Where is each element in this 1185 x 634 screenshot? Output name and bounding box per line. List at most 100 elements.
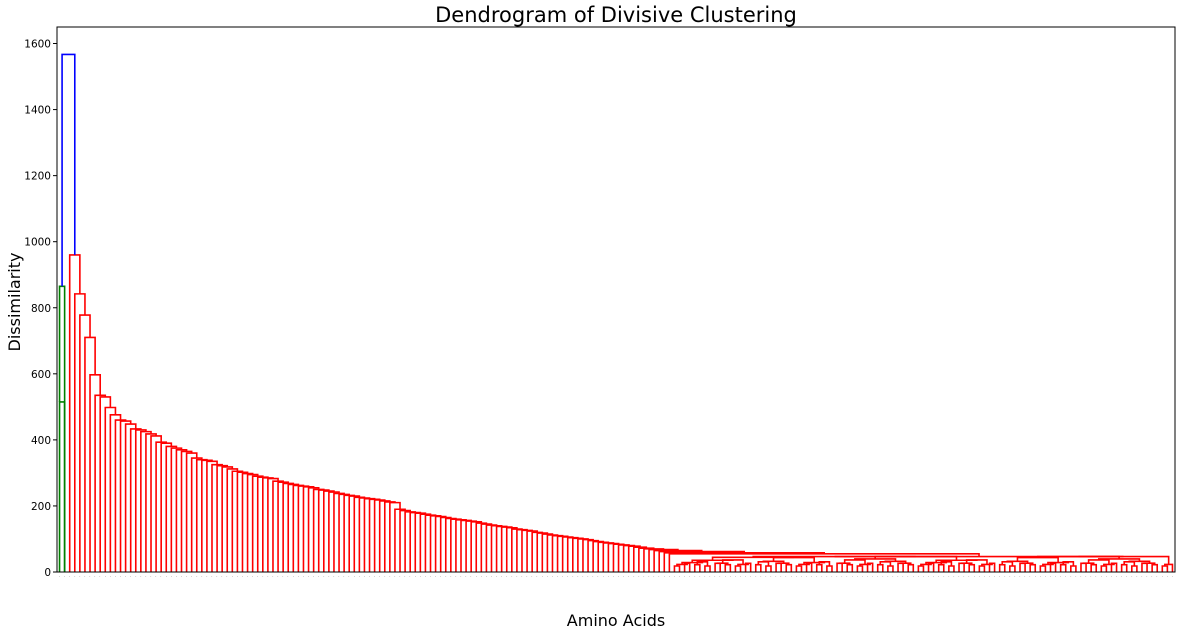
dendrogram-link-149 xyxy=(419,513,432,572)
leaf-label: · xyxy=(448,576,453,577)
dendrogram-link-9 xyxy=(744,562,752,572)
dendrogram-link-141 xyxy=(460,519,472,572)
dendrogram-link-5 xyxy=(704,565,711,572)
leaf-label: · xyxy=(1043,576,1048,577)
leaf-label: · xyxy=(794,576,799,577)
dendrogram-link-184 xyxy=(241,472,254,572)
leaf-label: · xyxy=(860,576,865,577)
leaf-label: · xyxy=(179,576,184,577)
y-tick-label-1400: 1400 xyxy=(24,105,51,117)
leaf-label: · xyxy=(479,576,484,577)
leaf-label: · xyxy=(281,576,286,577)
leaf-label: · xyxy=(570,576,575,577)
leaf-label: · xyxy=(215,576,220,577)
leaf-label: · xyxy=(591,576,596,577)
leaf-label: · xyxy=(774,576,779,577)
dendrogram-link-24 xyxy=(897,562,904,572)
leaf-label: · xyxy=(677,576,682,577)
leaf-label: · xyxy=(702,576,707,577)
dendrogram-link-199 xyxy=(165,445,178,572)
leaf-label: · xyxy=(428,576,433,577)
leaf-label: · xyxy=(357,576,362,577)
leaf-label: · xyxy=(82,576,87,577)
leaf-label: · xyxy=(1129,576,1134,577)
dendrogram-link-10 xyxy=(754,563,762,572)
dendrogram-link-4 xyxy=(693,563,701,572)
plot-frame xyxy=(56,26,1176,573)
dendrogram-link-210 xyxy=(109,413,122,572)
leaf-label: · xyxy=(108,576,113,577)
dendrogram-link-25 xyxy=(907,563,915,572)
leaf-label: · xyxy=(616,576,621,577)
leaf-label: · xyxy=(784,576,789,577)
dendrogram-link-165 xyxy=(338,493,351,572)
leaf-label: · xyxy=(896,576,901,577)
leaf-label: · xyxy=(174,576,179,577)
dendrogram-link-178 xyxy=(272,480,284,572)
leaf-label: · xyxy=(1134,576,1139,577)
dendrogram-link-72 xyxy=(1103,563,1115,566)
dendrogram-link-208 xyxy=(119,420,132,572)
dendrogram-link-197 xyxy=(175,448,188,572)
dendrogram-link-57 xyxy=(798,563,810,566)
y-tick-label-800: 800 xyxy=(31,303,51,315)
leaf-label: · xyxy=(926,576,931,577)
dendrogram-link-114 xyxy=(597,541,610,572)
dendrogram-link-121 xyxy=(561,536,574,572)
dendrogram-link-188 xyxy=(221,466,234,572)
dendrogram-link-46 xyxy=(1120,563,1128,572)
dendrogram-link-49 xyxy=(1151,563,1159,572)
leaf-label: · xyxy=(306,576,311,577)
leaf-label: · xyxy=(748,576,753,577)
leaf-label: · xyxy=(743,576,748,577)
leaf-label: · xyxy=(1028,576,1033,577)
dendrogram-link-26 xyxy=(917,565,925,572)
leaf-label: · xyxy=(149,576,154,577)
leaf-label: · xyxy=(1160,576,1165,577)
leaf-label: · xyxy=(489,576,494,577)
leaf-label: · xyxy=(718,576,723,577)
dendrogram-link-66 xyxy=(981,563,993,566)
leaf-label: · xyxy=(291,576,296,577)
y-tick-label-1200: 1200 xyxy=(24,171,51,183)
dendrogram-link-160 xyxy=(363,497,376,572)
dendrogram-link-35 xyxy=(1009,565,1016,572)
leaf-label: · xyxy=(713,576,718,577)
leaf-label: · xyxy=(1155,576,1160,577)
dendrogram-link-80 xyxy=(843,559,866,565)
leaf-label: · xyxy=(1099,576,1104,577)
leaf-label: · xyxy=(57,576,62,577)
leaf-label: · xyxy=(1145,576,1150,577)
leaf-label: · xyxy=(1038,576,1043,577)
leaf-label: · xyxy=(443,576,448,577)
leaf-label: · xyxy=(1089,576,1094,577)
leaf-label: · xyxy=(967,576,972,577)
leaf-label: · xyxy=(1170,576,1175,577)
leaf-label: · xyxy=(789,576,794,577)
leaf-label: · xyxy=(606,576,611,577)
leaf-label: · xyxy=(387,576,392,577)
leaf-label: · xyxy=(1053,576,1058,577)
dendrogram-link-75 xyxy=(1164,563,1174,572)
leaf-label: · xyxy=(565,576,570,577)
leaf-label: · xyxy=(1104,576,1109,577)
leaf-label: · xyxy=(596,576,601,577)
leaf-label: · xyxy=(204,576,209,577)
leaf-label: · xyxy=(1165,576,1170,577)
dendrogram-link-193 xyxy=(195,458,208,572)
dendrogram-link-54 xyxy=(737,563,749,566)
leaf-label: · xyxy=(753,576,758,577)
dendrogram-link-60 xyxy=(859,563,871,566)
leaf-label: · xyxy=(250,576,255,577)
leaf-label: · xyxy=(692,576,697,577)
leaf-label: · xyxy=(941,576,946,577)
dendrogram-link-206 xyxy=(129,428,142,572)
dendrogram-link-171 xyxy=(307,486,320,572)
dendrogram-link-34 xyxy=(998,563,1006,572)
leaf-label: · xyxy=(352,576,357,577)
leaf-label: · xyxy=(235,576,240,577)
leaf-label: · xyxy=(311,576,316,577)
leaf-label: · xyxy=(1002,576,1007,577)
leaf-label: · xyxy=(98,576,103,577)
